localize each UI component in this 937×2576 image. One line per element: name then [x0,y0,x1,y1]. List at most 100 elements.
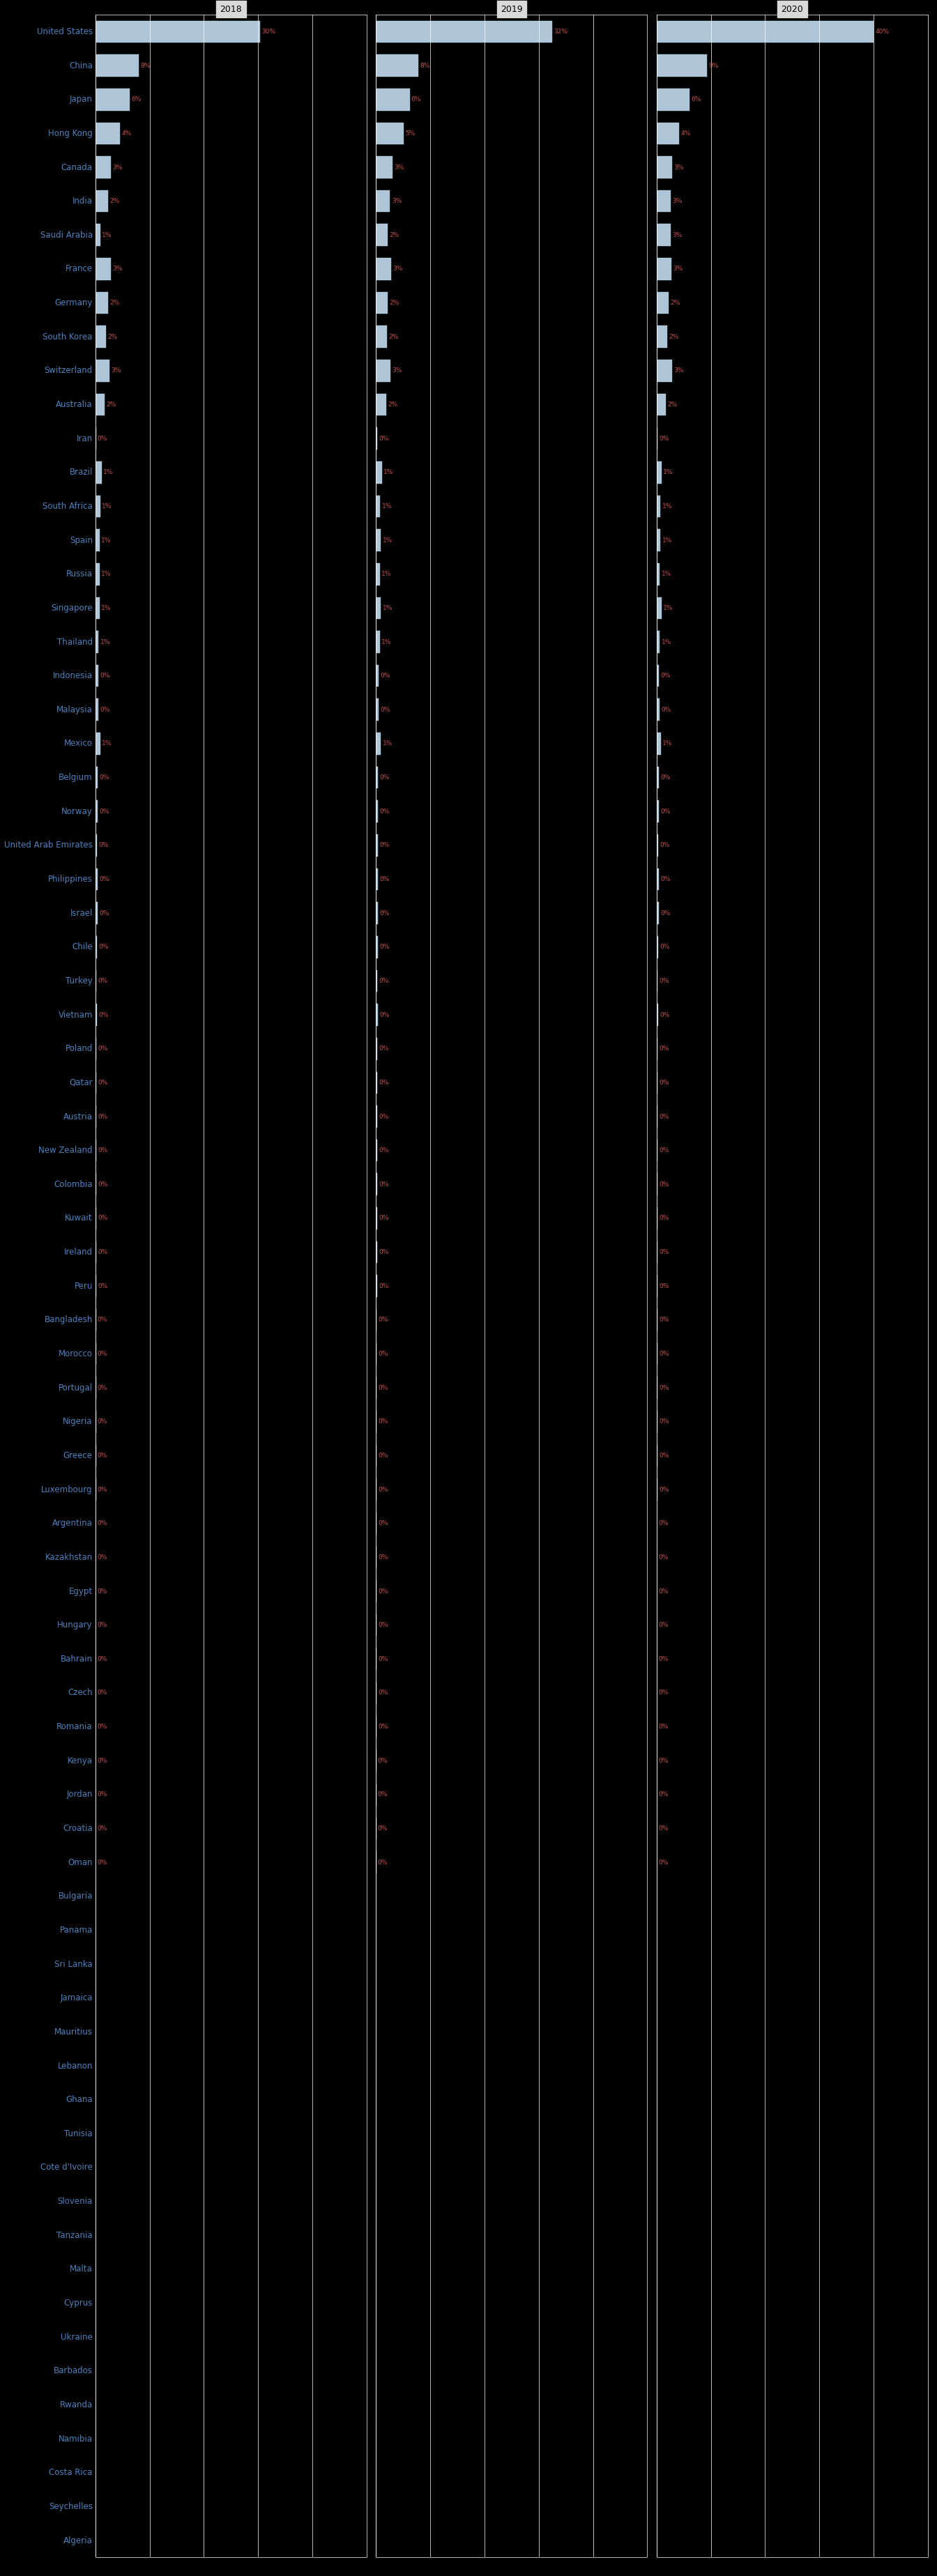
Text: 0%: 0% [379,979,389,984]
Bar [376,428,377,451]
Text: 2%: 2% [106,402,116,407]
Text: Qatar: Qatar [69,1079,93,1087]
Text: Greece: Greece [64,1450,93,1461]
Text: 3%: 3% [674,165,684,170]
Text: 2%: 2% [110,299,119,307]
Text: 0%: 0% [660,1249,669,1255]
Text: Russia: Russia [67,569,93,580]
Text: Bangladesh: Bangladesh [44,1316,93,1324]
Text: Brazil: Brazil [69,469,93,477]
Bar [657,1038,658,1059]
Bar [657,88,690,111]
Text: 0%: 0% [659,1723,668,1731]
Bar [376,325,387,348]
Bar [657,835,658,855]
Text: 1%: 1% [662,502,672,510]
Text: 4%: 4% [122,131,131,137]
Text: Croatia: Croatia [63,1824,93,1834]
Bar [96,224,100,247]
Text: 1%: 1% [662,739,673,747]
Text: 2%: 2% [388,402,398,407]
Text: 0%: 0% [97,1790,107,1798]
Bar [96,1208,97,1229]
Text: 0%: 0% [380,706,391,714]
Text: Mauritius: Mauritius [54,2027,93,2038]
Bar [376,191,390,211]
Text: 0%: 0% [379,1419,388,1425]
Bar [96,1275,97,1298]
Text: United Arab Emirates: United Arab Emirates [5,840,93,850]
Text: 0%: 0% [98,1216,108,1221]
Text: 0%: 0% [379,1182,389,1188]
Text: Lebanon: Lebanon [57,2061,93,2071]
Text: 0%: 0% [379,1113,389,1121]
Text: Iran: Iran [77,433,93,443]
Bar [96,1038,97,1059]
Text: Namibia: Namibia [58,2434,93,2442]
Text: 0%: 0% [659,435,669,440]
Text: South Korea: South Korea [43,332,93,340]
Text: Algeria: Algeria [64,2535,93,2545]
Bar [376,698,379,721]
Bar [96,361,110,381]
Text: Jamaica: Jamaica [60,1994,93,2002]
Bar [96,835,97,855]
Bar [376,1275,377,1298]
Text: China: China [69,62,93,70]
Bar [96,868,97,891]
Text: 1%: 1% [382,739,393,747]
Text: 0%: 0% [378,1623,388,1628]
Text: France: France [66,265,93,273]
Text: Slovenia: Slovenia [57,2197,93,2205]
Bar [376,1038,377,1059]
Bar [376,935,378,958]
Text: 0%: 0% [661,706,671,714]
Text: Hong Kong: Hong Kong [48,129,93,139]
Text: 0%: 0% [661,672,670,680]
Text: 3%: 3% [112,165,123,170]
Text: India: India [72,196,93,206]
Text: 1%: 1% [663,605,673,611]
Bar [96,325,106,348]
Text: 0%: 0% [379,876,390,884]
Text: 32%: 32% [554,28,568,36]
Text: Canada: Canada [61,162,93,173]
Text: 6%: 6% [131,95,141,103]
Text: 0%: 0% [379,842,389,848]
Bar [657,564,660,585]
Text: 3%: 3% [673,198,682,204]
Text: 0%: 0% [99,809,110,814]
Text: 0%: 0% [659,1690,668,1695]
Text: Luxembourg: Luxembourg [41,1484,93,1494]
Text: 0%: 0% [660,1079,669,1087]
Text: 1%: 1% [381,572,392,577]
Text: 0%: 0% [660,1216,669,1221]
Text: Cyprus: Cyprus [64,2298,93,2308]
Bar [657,768,659,788]
Bar [376,1208,377,1229]
Text: Czech: Czech [67,1687,93,1698]
Bar [657,1242,658,1262]
Text: 0%: 0% [661,775,670,781]
Text: 3%: 3% [673,265,683,273]
Text: Portugal: Portugal [58,1383,93,1391]
Bar [376,1072,377,1095]
Text: 1%: 1% [101,572,112,577]
Text: 2%: 2% [389,335,398,340]
Text: 0%: 0% [378,1587,388,1595]
Bar [376,291,388,314]
Text: 1%: 1% [663,469,673,477]
Text: 0%: 0% [379,1216,389,1221]
Text: 0%: 0% [379,1146,389,1154]
Text: 3%: 3% [393,368,402,374]
Bar [376,868,379,891]
Text: 1%: 1% [662,536,672,544]
Text: 0%: 0% [659,1757,668,1765]
Text: 0%: 0% [97,1520,107,1528]
Text: 0%: 0% [659,1587,668,1595]
Text: 0%: 0% [98,1012,109,1018]
Text: Malta: Malta [69,2264,93,2275]
Text: New Zealand: New Zealand [38,1146,93,1154]
Text: 6%: 6% [692,95,701,103]
Text: 0%: 0% [98,1283,108,1288]
